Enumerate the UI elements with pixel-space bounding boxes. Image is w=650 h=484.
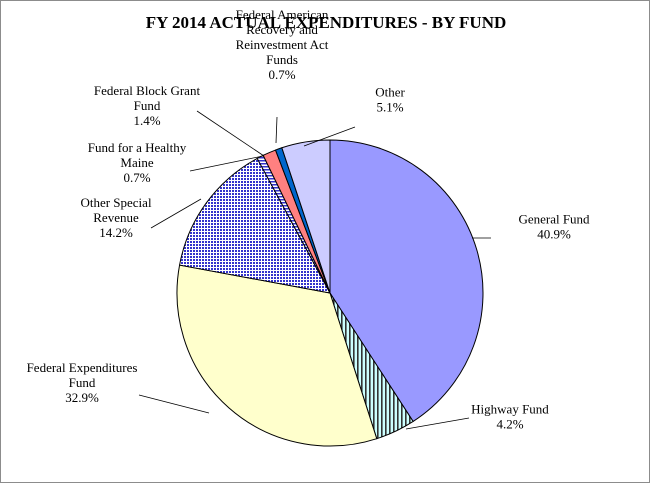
- slice-name-line-highway-fund: Highway Fund: [471, 402, 549, 417]
- pie-slice-general-fund: [329, 139, 484, 423]
- leader-line-other: [303, 126, 356, 147]
- slice-name-line-federal-arra-funds: Federal American: [236, 7, 329, 22]
- pie-slice-federal-expenditures-fund: [176, 264, 378, 447]
- slice-name-line-federal-arra-funds: Funds: [266, 52, 298, 67]
- slice-name-line-fund-for-healthy-maine: Maine: [120, 155, 153, 170]
- slice-name-line-federal-arra-funds: Recovery and: [246, 22, 318, 37]
- slice-labels: General Fund 40.9% Highway Fund 4.2% Federal…: [27, 7, 590, 432]
- slice-label-other-special-revenue: Other Special Revenue 14.2%: [80, 195, 152, 240]
- slice-value-general-fund: 40.9%: [537, 227, 571, 242]
- slice-value-federal-expenditures-fund: 32.9%: [65, 390, 99, 405]
- leader-line-other-special-revenue: [150, 198, 202, 229]
- slice-value-other-special-revenue: 14.2%: [99, 225, 133, 240]
- slice-name-line-federal-block-grant-fund: Fund: [134, 98, 161, 113]
- chart-title: FY 2014 ACTUAL EXPENDITURES - BY FUND: [146, 13, 507, 32]
- slice-label-other: Other 5.1%: [375, 85, 405, 115]
- slice-label-fund-for-healthy-maine: Fund for a Healthy Maine 0.7%: [88, 140, 187, 185]
- slice-name-line-other-special-revenue: Other Special: [80, 195, 152, 210]
- slice-value-federal-arra-funds: 0.7%: [268, 67, 295, 82]
- leader-line-fund-for-healthy-maine: [189, 155, 264, 172]
- slice-name-line-fund-for-healthy-maine: Fund for a Healthy: [88, 140, 187, 155]
- slice-name-line-other-special-revenue: Revenue: [93, 210, 139, 225]
- slice-name-line-federal-block-grant-fund: Federal Block Grant: [94, 83, 201, 98]
- slice-label-federal-block-grant-fund: Federal Block Grant Fund 1.4%: [94, 83, 201, 128]
- slice-value-other: 5.1%: [376, 100, 403, 115]
- slice-label-highway-fund: Highway Fund 4.2%: [471, 402, 549, 432]
- leader-line-highway-fund: [405, 417, 470, 430]
- slice-name-line-federal-arra-funds: Reinvestment Act: [236, 37, 329, 52]
- slice-label-general-fund: General Fund 40.9%: [518, 212, 590, 242]
- slice-name-line-general-fund: General Fund: [518, 212, 590, 227]
- leader-line-federal-arra-funds: [275, 116, 278, 144]
- slice-value-highway-fund: 4.2%: [496, 417, 523, 432]
- leader-line-federal-block-grant-fund: [196, 110, 265, 157]
- pie-slices: [176, 139, 484, 447]
- slice-value-fund-for-healthy-maine: 0.7%: [123, 170, 150, 185]
- pie-slice-other: [281, 139, 331, 294]
- slice-label-federal-expenditures-fund: Federal Expenditures Fund 32.9%: [27, 360, 138, 405]
- slice-name-line-other: Other: [375, 85, 405, 100]
- slice-value-federal-block-grant-fund: 1.4%: [133, 113, 160, 128]
- leader-lines: [138, 110, 491, 430]
- pie-slice-other-special-revenue: [178, 157, 331, 294]
- leader-line-federal-expenditures-fund: [138, 394, 210, 414]
- slice-name-line-federal-expenditures-fund: Federal Expenditures: [27, 360, 138, 375]
- slice-name-line-federal-expenditures-fund: Fund: [69, 375, 96, 390]
- slice-label-federal-arra-funds: Federal American Recovery and Reinvestment…: [236, 7, 329, 82]
